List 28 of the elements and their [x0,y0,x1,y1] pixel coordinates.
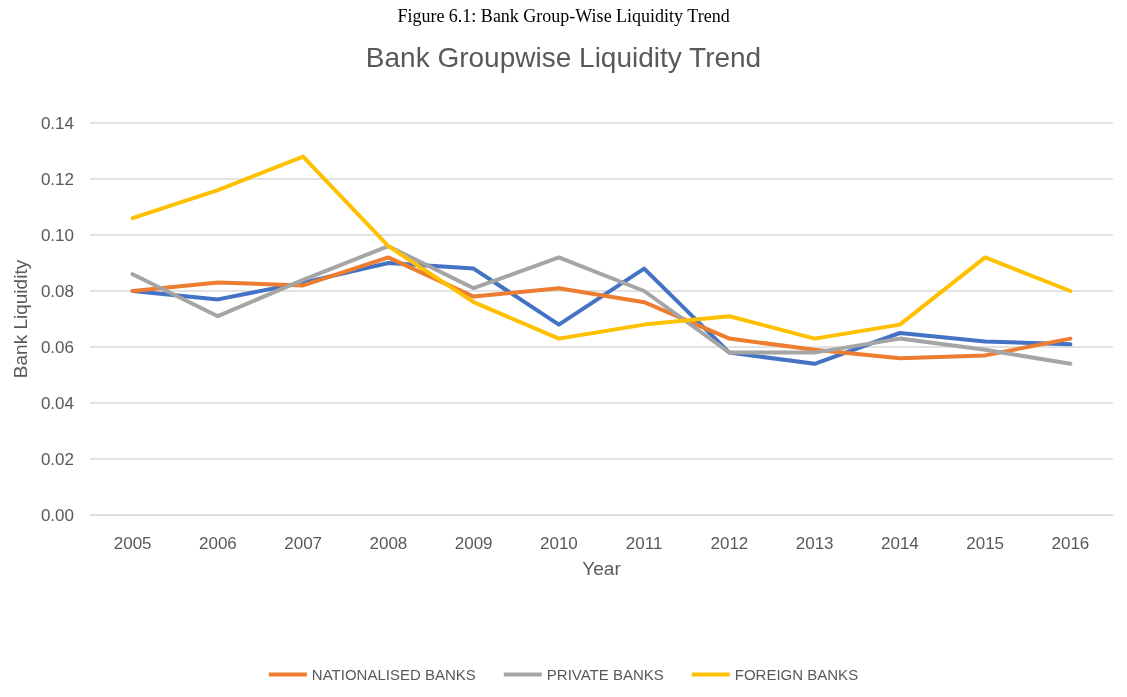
y-tick-label: 0.14 [40,113,74,133]
x-tick-label: 2013 [795,534,834,553]
y-axis-title: Bank Liquidity [10,259,31,379]
y-tick-label: 0.02 [40,449,74,469]
x-tick-label: 2006 [198,534,237,553]
y-tick-label: 0.04 [40,393,74,413]
y-tick-label: 0.00 [40,505,74,525]
x-tick-label: 2011 [625,534,663,553]
x-tick-label: 2005 [113,534,152,553]
y-tick-label: 0.08 [40,281,74,301]
y-tick-label: 0.10 [40,225,74,245]
x-tick-label: 2015 [966,534,1005,553]
x-tick-label: 2010 [539,534,578,553]
y-tick-label: 0.12 [40,169,74,189]
x-tick-label: 2009 [454,534,493,553]
legend-label: NATIONALISED BANKS [311,666,476,683]
y-tick-label: 0.06 [40,337,74,357]
x-tick-label: 2014 [880,534,919,553]
legend-label: FOREIGN BANKS [734,666,859,683]
x-axis-title: Year [582,558,622,579]
x-tick-label: 2007 [284,534,323,553]
x-tick-label: 2016 [1051,534,1090,553]
chart-title: Bank Groupwise Liquidity Trend [365,41,762,73]
x-tick-label: 2012 [710,534,749,553]
line-series [130,154,1073,341]
legend-label: PRIVATE BANKS [546,666,664,683]
caption: Figure 6.1: Bank Group-Wise Liquidity Trend [397,6,730,26]
x-tick-label: 2008 [369,534,408,553]
